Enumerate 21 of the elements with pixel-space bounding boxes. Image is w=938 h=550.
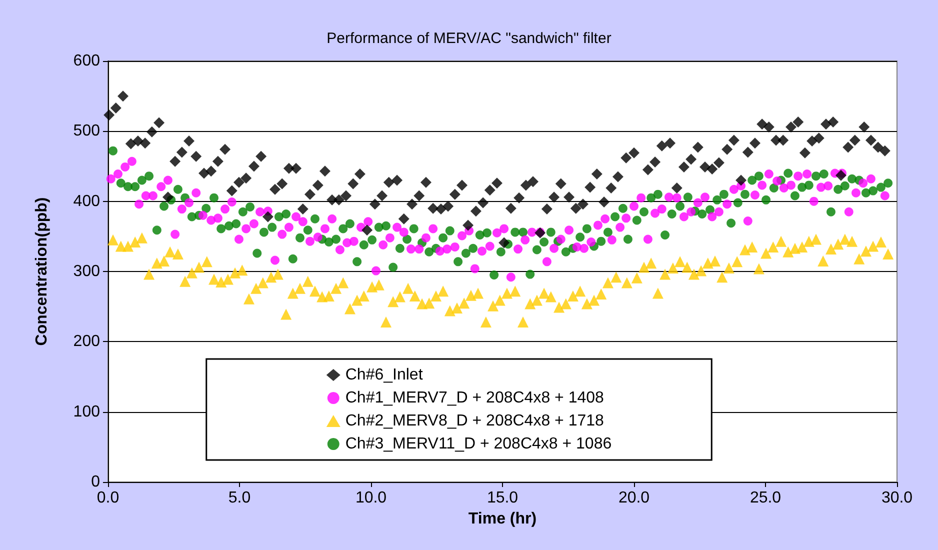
x-tick-label: 20.0	[618, 490, 650, 506]
y-tick-label: 500	[73, 122, 100, 140]
legend-label: Ch#1_MERV7_D + 208C4x8 + 1408	[345, 390, 604, 406]
legend-label: Ch#6_Inlet	[345, 366, 424, 384]
x-tick-label: 10.0	[355, 490, 387, 506]
chart-title: Performance of MERV/AC "sandwich" filter	[326, 30, 612, 47]
y-tick-label: 0	[91, 474, 100, 490]
y-tick-label: 300	[73, 263, 100, 280]
y-tick-label: 400	[73, 192, 100, 210]
y-axis-title: Concentration(ppb)	[34, 197, 50, 346]
x-tick-label: 0.0	[96, 490, 120, 506]
y-tick-label: 200	[73, 333, 100, 350]
x-tick-label: 25.0	[750, 490, 782, 506]
x-tick-label: 30.0	[881, 490, 913, 506]
x-tick-label: 5.0	[228, 490, 251, 506]
x-axis-title: Time (hr)	[468, 510, 537, 528]
y-tick-label: 600	[73, 52, 100, 70]
legend-label: Ch#3_MERV11_D + 208C4x8 + 1086	[345, 436, 612, 452]
y-tick-label: 100	[73, 403, 100, 420]
legend-label: Ch#2_MERV8_D + 208C4x8 + 1718	[345, 412, 604, 430]
x-tick-label: 15.0	[486, 490, 518, 506]
